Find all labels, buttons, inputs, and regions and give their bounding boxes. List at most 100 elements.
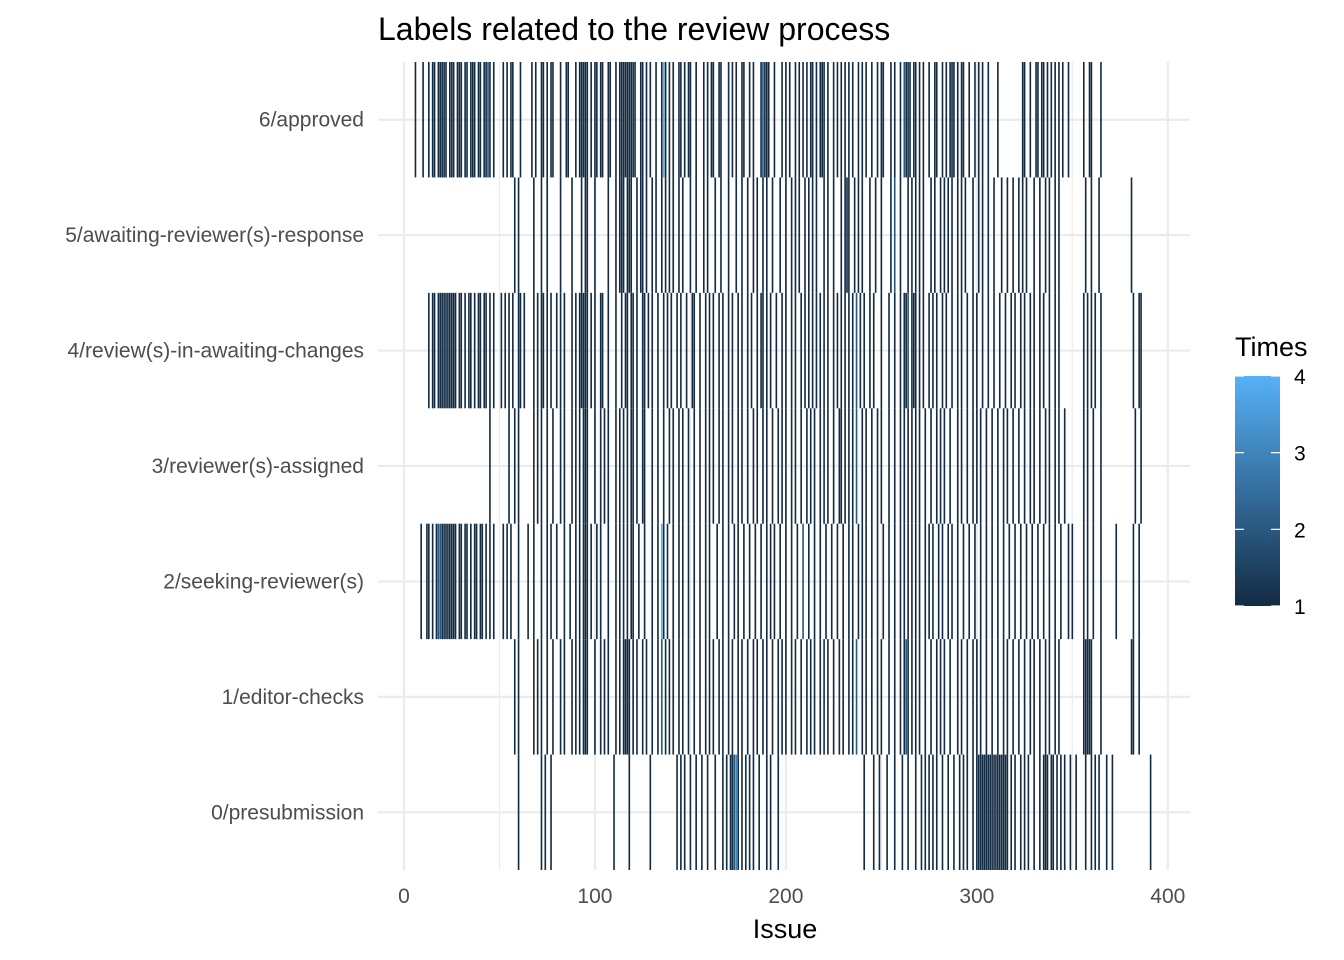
heatmap-tile [1029, 408, 1032, 524]
heatmap-tile [584, 639, 587, 755]
heatmap-tile [626, 292, 629, 409]
heatmap-tile [790, 639, 793, 755]
heatmap-tile [934, 177, 936, 293]
heatmap-tile [712, 62, 715, 178]
heatmap-tile [586, 523, 589, 640]
heatmap-tile [626, 177, 629, 293]
heatmap-tile [825, 523, 827, 640]
heatmap-tile [905, 62, 908, 178]
heatmap-tile [1033, 292, 1035, 409]
heatmap-tile [584, 62, 587, 178]
heatmap-tile [800, 639, 802, 755]
heatmap-tile [452, 62, 455, 178]
heatmap-tile [575, 62, 577, 178]
heatmap-tile [997, 523, 999, 640]
heatmap-tile [796, 523, 799, 640]
heatmap-tile [628, 754, 631, 870]
heatmap-tile [712, 408, 715, 524]
heatmap-tile [735, 62, 738, 178]
heatmap-tile [626, 62, 629, 178]
heatmap-tile [1138, 523, 1140, 640]
heatmap-tile [586, 408, 589, 524]
heatmap-tile [851, 639, 854, 755]
heatmap-tile [903, 292, 906, 409]
heatmap-tile [773, 523, 776, 640]
heatmap-tile [580, 292, 583, 409]
heatmap-tile [871, 639, 873, 755]
heatmap-tile [479, 523, 482, 640]
heatmap-tile [765, 639, 768, 755]
heatmap-tile [976, 754, 978, 870]
heatmap-tile [1058, 639, 1060, 755]
heatmap-tile [827, 639, 829, 755]
heatmap-tile [953, 754, 955, 870]
heatmap-tile [1039, 408, 1041, 524]
heatmap-tile [725, 754, 728, 870]
y-tick-label: 4/review(s)-in-awaiting-changes [68, 340, 364, 363]
heatmap-tile [664, 62, 667, 178]
heatmap-tile [981, 62, 984, 178]
heatmap-tile [563, 408, 566, 524]
heatmap-tile [939, 408, 942, 524]
heatmap-tile [905, 292, 908, 409]
heatmap-tile [811, 177, 814, 293]
heatmap-tile [599, 523, 602, 640]
heatmap-tile [563, 523, 566, 640]
heatmap-tile [695, 177, 697, 293]
heatmap-tile [1040, 62, 1043, 178]
heatmap-tile [945, 292, 948, 409]
heatmap-tile [609, 62, 612, 178]
heatmap-tile [552, 408, 554, 524]
heatmap-tile [848, 177, 850, 293]
heatmap-tile [997, 754, 999, 870]
heatmap-tile [865, 639, 867, 755]
heatmap-tile [473, 292, 476, 409]
heatmap-tile [687, 408, 690, 524]
heatmap-tile [913, 62, 915, 178]
heatmap-tile [869, 292, 871, 409]
heatmap-tile [756, 292, 759, 409]
heatmap-tile [809, 639, 812, 755]
heatmap-tile [997, 62, 999, 178]
heatmap-tile [485, 292, 487, 409]
heatmap-tile [1082, 62, 1085, 178]
heatmap-tile [907, 523, 909, 640]
heatmap-tile [741, 292, 743, 409]
heatmap-tile [470, 292, 472, 409]
heatmap-tile [949, 639, 951, 755]
heatmap-tile [550, 62, 552, 178]
heatmap-tile [1033, 408, 1035, 524]
heatmap-tile [550, 754, 552, 870]
heatmap-tile [924, 523, 927, 640]
heatmap-tile [1100, 408, 1102, 524]
heatmap-tile [708, 292, 711, 409]
heatmap-tile [599, 62, 602, 178]
heatmap-tile [857, 62, 860, 178]
heatmap-tile [893, 639, 896, 755]
heatmap-tile [702, 177, 705, 293]
heatmap-tile [945, 62, 948, 178]
heatmap-tile [794, 639, 797, 755]
heatmap-tile [811, 62, 814, 178]
heatmap-tile [680, 754, 682, 870]
heatmap-tile [1048, 177, 1051, 293]
heatmap-tile [426, 523, 428, 640]
heatmap-tile [785, 408, 787, 524]
heatmap-tile [1054, 62, 1056, 178]
heatmap-tile [699, 408, 701, 524]
heatmap-tile [1031, 523, 1034, 640]
y-axis-tick-labels: 0/presubmission 1/editor-checks 2/seeking-… [65, 109, 364, 825]
heatmap-tile [460, 62, 463, 178]
heatmap-tile [760, 292, 762, 409]
x-tick-label: 300 [959, 885, 994, 908]
heatmap-tile [722, 408, 724, 524]
heatmap-tile [641, 177, 644, 293]
heatmap-tile [657, 639, 659, 755]
heatmap-tile [513, 177, 516, 293]
heatmap-tile [911, 408, 913, 524]
heatmap-tile [949, 408, 951, 524]
heatmap-tile [466, 523, 468, 640]
heatmap-tile [638, 523, 640, 640]
heatmap-tile [1054, 639, 1056, 755]
heatmap-tile [872, 292, 875, 409]
